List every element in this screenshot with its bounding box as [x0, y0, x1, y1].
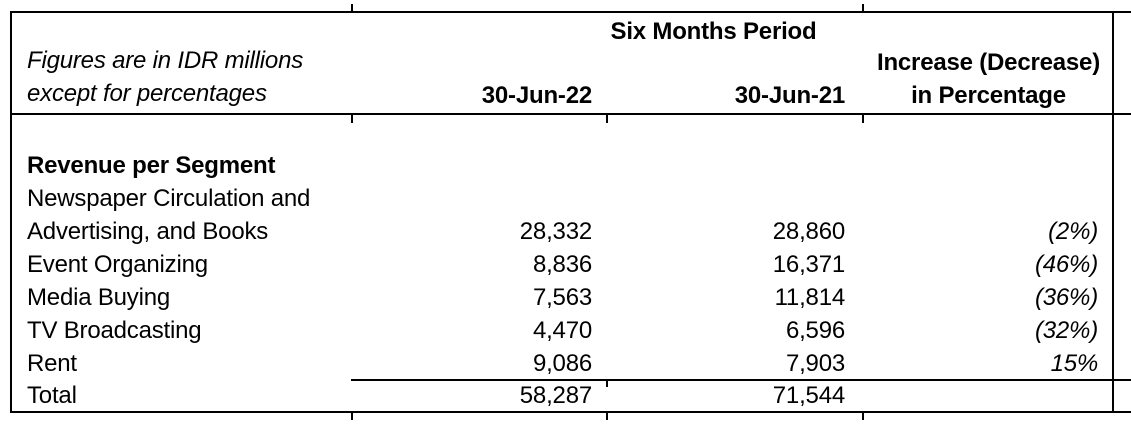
value-jun22	[352, 182, 607, 215]
total-jun21: 71,544	[772, 382, 845, 409]
col-header-change-line1: Increase (Decrease)	[876, 49, 1101, 76]
pct-change	[865, 182, 1112, 215]
segment-label: Media Buying	[27, 284, 171, 311]
value-jun22: 8,836	[532, 251, 592, 278]
total-label: Total	[27, 382, 77, 409]
header-separator-line	[10, 113, 1131, 115]
value-jun22	[352, 149, 607, 182]
pct-change: (32%)	[1034, 317, 1098, 344]
col-header-jun22: 30-Jun-22	[481, 82, 592, 109]
pct-change: (46%)	[1034, 251, 1098, 278]
value-jun21: 11,814	[774, 284, 846, 311]
segment-label: Newspaper Circulation and	[27, 185, 311, 212]
segment-label: TV Broadcasting	[27, 317, 202, 344]
value-jun21	[607, 149, 865, 182]
table-body: Revenue per Segment Newspaper Circulatio…	[12, 115, 1112, 411]
value-jun22: 28,332	[519, 218, 592, 245]
table-bottom-border	[10, 411, 1131, 413]
period-title: Six Months Period	[610, 18, 817, 45]
col-header-change: Increase (Decrease) in Percentage	[865, 46, 1112, 112]
cell-border-tick	[606, 411, 608, 420]
segment-label: Advertising, and Books	[27, 218, 269, 245]
units-note-line2: except for percentages	[27, 80, 267, 107]
pct-change: (36%)	[1034, 284, 1098, 311]
table-left-border	[10, 11, 12, 413]
value-jun21: 28,860	[772, 218, 845, 245]
pct-change: (2%)	[1048, 218, 1098, 245]
segment-label: Rent	[27, 350, 77, 377]
value-jun21: 6,596	[785, 317, 845, 344]
pct-change	[865, 149, 1112, 182]
value-jun21: 16,371	[772, 251, 845, 278]
cell-border-tick	[351, 411, 353, 420]
value-jun21: 7,903	[785, 350, 845, 377]
col-header-jun21: 30-Jun-21	[734, 82, 845, 109]
table-right-border	[1112, 11, 1114, 413]
cell-border-tick	[862, 113, 864, 123]
section-title: Revenue per Segment	[27, 152, 276, 179]
total-jun22: 58,287	[519, 382, 592, 409]
units-note: Figures are in IDR millions except for p…	[27, 44, 347, 110]
col-header-change-line2: in Percentage	[911, 82, 1066, 109]
cell-border-tick	[862, 411, 864, 420]
value-jun22: 4,470	[532, 317, 592, 344]
segment-label: Event Organizing	[27, 251, 208, 278]
cell-border-tick	[351, 4, 353, 12]
value-jun22: 7,563	[532, 284, 592, 311]
cell-border-tick	[606, 379, 608, 387]
value-jun21	[607, 182, 865, 215]
value-jun22: 9,086	[532, 350, 592, 377]
cell-border-tick	[862, 4, 864, 12]
total-change	[865, 380, 1112, 411]
pct-change: 15%	[1050, 350, 1099, 377]
total-separator-line	[351, 379, 1131, 381]
table-top-border	[10, 11, 1131, 13]
units-note-line1: Figures are in IDR millions	[27, 47, 304, 74]
cell-border-tick	[606, 113, 608, 123]
cell-border-tick	[351, 113, 353, 123]
spacer-row	[12, 115, 1112, 149]
